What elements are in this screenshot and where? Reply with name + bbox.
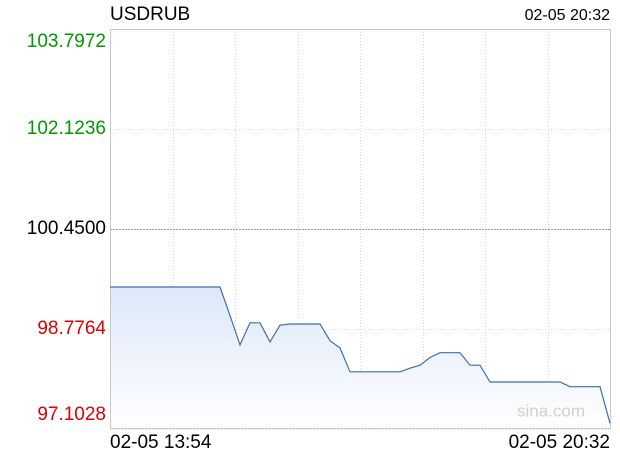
watermark: sina.com [517, 401, 585, 420]
plot-frame [110, 29, 611, 429]
x-tick-label: 02-05 20:32 [509, 432, 610, 453]
line [110, 286, 611, 424]
y-tick-label: 100.4500 [27, 218, 106, 239]
chart-title: USDRUB [110, 4, 190, 25]
y-tick-label: 97.1028 [37, 404, 106, 425]
y-tick-label: 102.1236 [27, 118, 106, 139]
timestamp: 02-05 20:32 [525, 7, 611, 24]
y-tick-label: 98.7764 [37, 318, 106, 339]
area [110, 287, 610, 429]
x-tick-label: 02-05 13:54 [110, 432, 212, 453]
y-tick-label: 103.7972 [27, 31, 106, 52]
